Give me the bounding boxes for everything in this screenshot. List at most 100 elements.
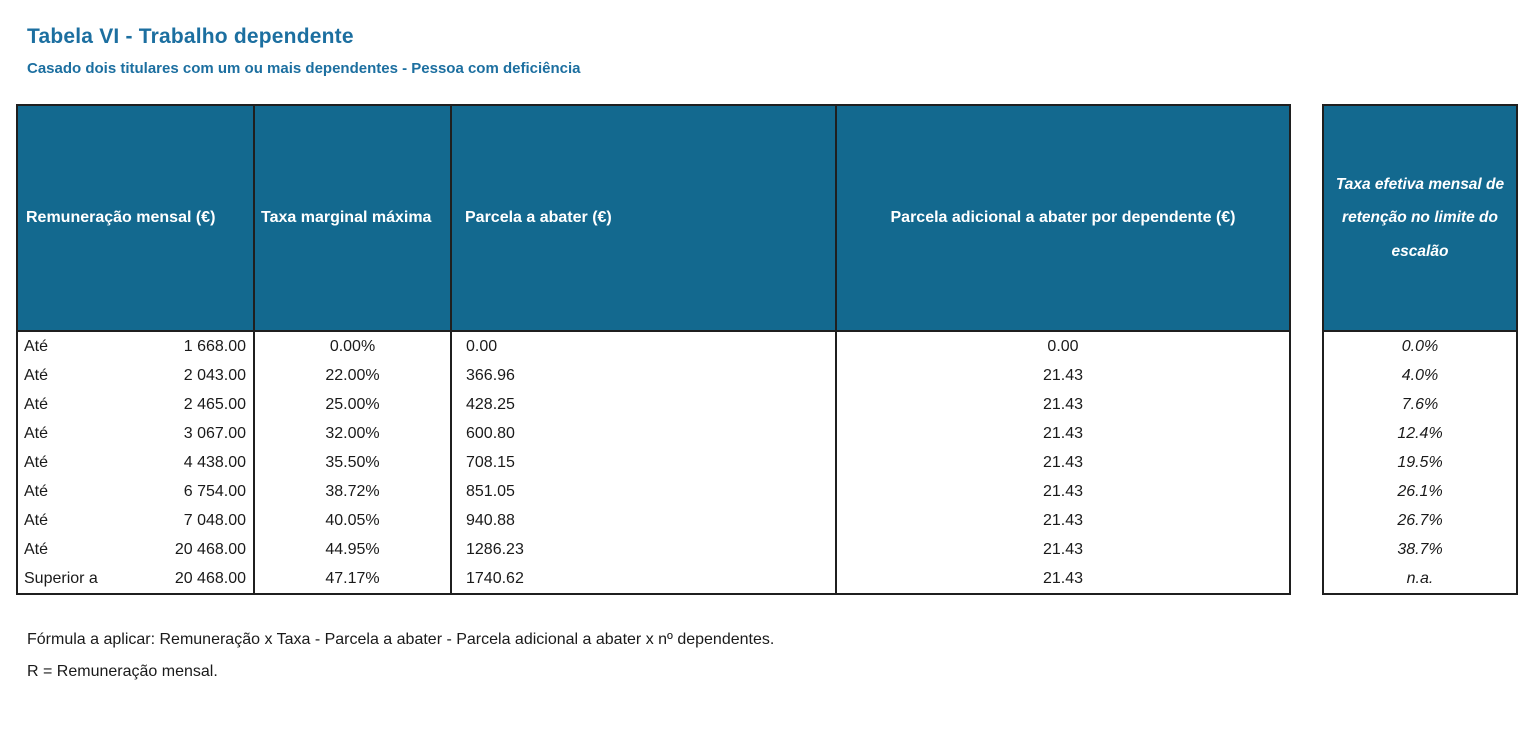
row-prefix: Até (24, 511, 49, 529)
row-effective-rate: 38.7% (1397, 540, 1443, 558)
page: Tabela VI - Trabalho dependente Casado d… (0, 25, 1536, 732)
row-deduction: 708.15 (466, 453, 515, 471)
cell-parcela: 1740.62 (452, 564, 837, 593)
cell-taxa-marginal: 32.00% (255, 419, 452, 448)
row-dependent-deduction: 21.43 (1042, 366, 1084, 384)
row-limit: 2 465.00 (183, 395, 246, 413)
cell-taxa-efetiva: 38.7% (1324, 535, 1516, 564)
row-prefix: Superior a (24, 569, 98, 587)
cell-taxa-marginal: 40.05% (255, 506, 452, 535)
row-limit: 6 754.00 (183, 482, 246, 500)
row-effective-rate: 19.5% (1397, 453, 1443, 471)
cell-taxa-marginal: 0.00% (255, 332, 452, 361)
cell-parcela-adicional: 21.43 (837, 535, 1289, 564)
row-limit: 20 468.00 (174, 569, 246, 587)
row-deduction: 428.25 (466, 395, 515, 413)
row-deduction: 1740.62 (466, 569, 524, 587)
row-prefix: Até (24, 337, 49, 355)
row-rate: 44.95% (325, 540, 380, 558)
row-rate: 38.72% (325, 482, 380, 500)
row-prefix: Até (24, 453, 49, 471)
header-taxa-marginal: Taxa marginal máxima (255, 106, 452, 332)
row-dependent-deduction: 21.43 (1042, 453, 1084, 471)
row-prefix: Até (24, 482, 49, 500)
row-limit: 3 067.00 (183, 424, 246, 442)
row-effective-rate: 26.7% (1397, 511, 1443, 529)
cell-remuneracao: Até 4 438.00 (18, 448, 255, 477)
row-rate: 25.00% (325, 395, 380, 413)
remuneration-note: R = Remuneração mensal. (27, 663, 218, 680)
cell-parcela: 600.80 (452, 419, 837, 448)
cell-remuneracao: Superior a 20 468.00 (18, 564, 255, 593)
row-rate: 47.17% (325, 569, 380, 587)
row-prefix: Até (24, 395, 49, 413)
effective-rate-table: Taxa efetiva mensal de retenção no limit… (1322, 104, 1518, 595)
cell-parcela-adicional: 21.43 (837, 564, 1289, 593)
cell-remuneracao: Até 7 048.00 (18, 506, 255, 535)
row-limit: 2 043.00 (183, 366, 246, 384)
row-rate: 35.50% (325, 453, 380, 471)
row-rate: 0.00% (329, 337, 376, 355)
row-deduction: 0.00 (466, 337, 498, 355)
row-limit: 7 048.00 (183, 511, 246, 529)
row-rate: 40.05% (325, 511, 380, 529)
row-prefix: Até (24, 424, 49, 442)
cell-taxa-efetiva: 4.0% (1324, 361, 1516, 390)
row-dependent-deduction: 21.43 (1042, 540, 1084, 558)
row-deduction: 1286.23 (466, 540, 524, 558)
cell-parcela: 940.88 (452, 506, 837, 535)
row-prefix: Até (24, 366, 49, 384)
row-limit: 20 468.00 (174, 540, 246, 558)
cell-taxa-efetiva: 19.5% (1324, 448, 1516, 477)
cell-taxa-efetiva: 26.1% (1324, 477, 1516, 506)
cell-remuneracao: Até 20 468.00 (18, 535, 255, 564)
header-remuneracao: Remuneração mensal (€) (18, 106, 255, 332)
cell-taxa-marginal: 44.95% (255, 535, 452, 564)
cell-parcela-adicional: 21.43 (837, 419, 1289, 448)
cell-parcela: 0.00 (452, 332, 837, 361)
cell-parcela-adicional: 21.43 (837, 477, 1289, 506)
row-dependent-deduction: 21.43 (1042, 569, 1084, 587)
row-rate: 22.00% (325, 366, 380, 384)
cell-taxa-marginal: 47.17% (255, 564, 452, 593)
cell-taxa-efetiva: 26.7% (1324, 506, 1516, 535)
row-deduction: 366.96 (466, 366, 515, 384)
row-deduction: 600.80 (466, 424, 515, 442)
cell-taxa-efetiva: 0.0% (1324, 332, 1516, 361)
cell-taxa-efetiva: n.a. (1324, 564, 1516, 593)
row-dependent-deduction: 21.43 (1042, 511, 1084, 529)
cell-remuneracao: Até 6 754.00 (18, 477, 255, 506)
header-parcela-adicional: Parcela adicional a abater por dependent… (837, 106, 1289, 332)
row-dependent-deduction: 21.43 (1042, 424, 1084, 442)
cell-taxa-marginal: 38.72% (255, 477, 452, 506)
row-effective-rate: n.a. (1406, 569, 1434, 587)
formula-note: Fórmula a aplicar: Remuneração x Taxa - … (27, 631, 775, 648)
footer-notes: Fórmula a aplicar: Remuneração x Taxa - … (27, 631, 1536, 681)
row-effective-rate: 12.4% (1397, 424, 1443, 442)
cell-remuneracao: Até 2 465.00 (18, 390, 255, 419)
row-deduction: 940.88 (466, 511, 515, 529)
cell-parcela: 708.15 (452, 448, 837, 477)
cell-remuneracao: Até 3 067.00 (18, 419, 255, 448)
row-dependent-deduction: 0.00 (1047, 337, 1079, 355)
row-effective-rate: 26.1% (1397, 482, 1443, 500)
row-dependent-deduction: 21.43 (1042, 482, 1084, 500)
row-limit: 1 668.00 (183, 337, 246, 355)
tax-table: Remuneração mensal (€) Taxa marginal máx… (16, 104, 1291, 595)
cell-taxa-marginal: 35.50% (255, 448, 452, 477)
cell-parcela: 851.05 (452, 477, 837, 506)
cell-parcela: 1286.23 (452, 535, 837, 564)
row-limit: 4 438.00 (183, 453, 246, 471)
cell-parcela: 428.25 (452, 390, 837, 419)
row-effective-rate: 4.0% (1401, 366, 1439, 384)
row-effective-rate: 0.0% (1401, 337, 1439, 355)
cell-taxa-marginal: 25.00% (255, 390, 452, 419)
cell-taxa-marginal: 22.00% (255, 361, 452, 390)
page-title: Tabela VI - Trabalho dependente (27, 25, 354, 48)
tables-container: Remuneração mensal (€) Taxa marginal máx… (16, 104, 1536, 595)
row-effective-rate: 7.6% (1401, 395, 1439, 413)
header-parcela: Parcela a abater (€) (452, 106, 837, 332)
cell-remuneracao: Até 2 043.00 (18, 361, 255, 390)
header-taxa-efetiva: Taxa efetiva mensal de retenção no limit… (1324, 106, 1516, 332)
row-deduction: 851.05 (466, 482, 515, 500)
